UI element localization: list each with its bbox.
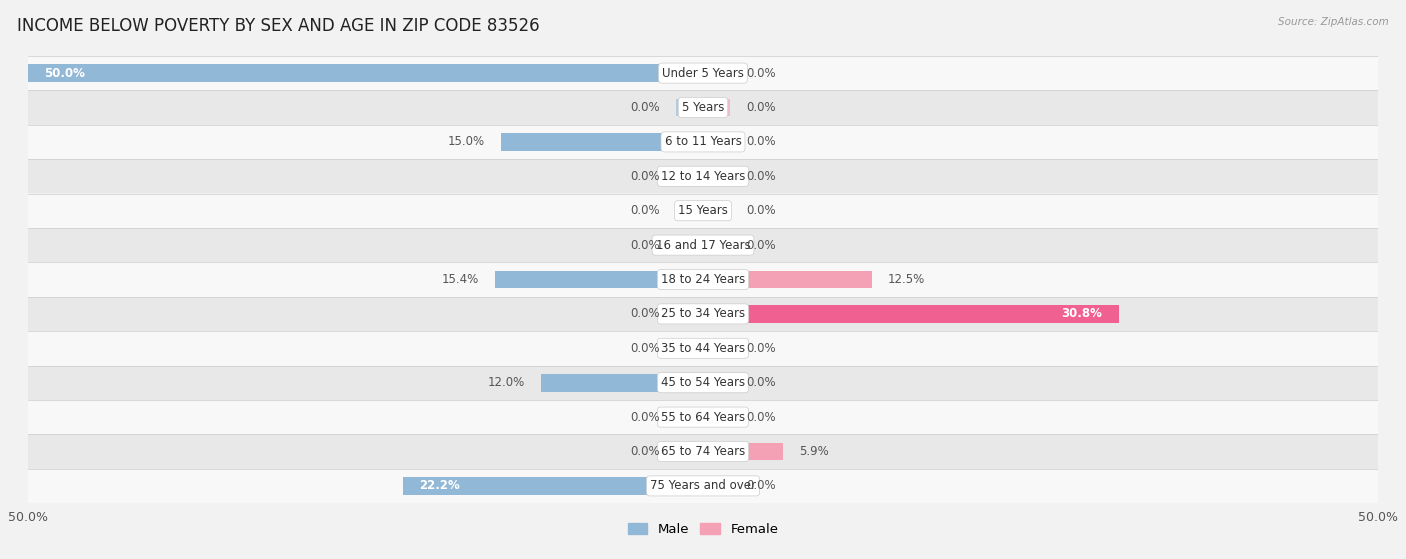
Bar xyxy=(676,98,703,116)
Text: 0.0%: 0.0% xyxy=(747,204,776,217)
Bar xyxy=(703,374,730,392)
Bar xyxy=(703,443,783,461)
Text: 0.0%: 0.0% xyxy=(630,445,659,458)
Bar xyxy=(703,271,872,288)
Text: 22.2%: 22.2% xyxy=(419,480,460,492)
Text: 0.0%: 0.0% xyxy=(630,170,659,183)
Bar xyxy=(703,98,730,116)
Text: 65 to 74 Years: 65 to 74 Years xyxy=(661,445,745,458)
Text: 0.0%: 0.0% xyxy=(747,170,776,183)
Bar xyxy=(28,400,1378,434)
Bar xyxy=(703,408,730,426)
Bar xyxy=(28,125,1378,159)
Text: INCOME BELOW POVERTY BY SEX AND AGE IN ZIP CODE 83526: INCOME BELOW POVERTY BY SEX AND AGE IN Z… xyxy=(17,17,540,35)
Text: 0.0%: 0.0% xyxy=(747,480,776,492)
Text: 15.0%: 15.0% xyxy=(447,135,484,148)
Text: 12.5%: 12.5% xyxy=(889,273,925,286)
Text: 0.0%: 0.0% xyxy=(747,411,776,424)
Bar xyxy=(28,262,1378,297)
Bar xyxy=(703,305,1119,323)
Bar xyxy=(28,434,1378,468)
Text: 0.0%: 0.0% xyxy=(630,411,659,424)
Text: 0.0%: 0.0% xyxy=(630,342,659,355)
Text: 5.9%: 5.9% xyxy=(799,445,828,458)
Bar xyxy=(676,305,703,323)
Text: 15 Years: 15 Years xyxy=(678,204,728,217)
Text: 0.0%: 0.0% xyxy=(747,239,776,252)
Text: 0.0%: 0.0% xyxy=(747,342,776,355)
Text: 30.8%: 30.8% xyxy=(1062,307,1102,320)
Bar xyxy=(676,408,703,426)
Text: 55 to 64 Years: 55 to 64 Years xyxy=(661,411,745,424)
Bar xyxy=(404,477,703,495)
Bar xyxy=(703,477,730,495)
Text: 50.0%: 50.0% xyxy=(45,67,86,79)
Text: 0.0%: 0.0% xyxy=(630,307,659,320)
Text: 5 Years: 5 Years xyxy=(682,101,724,114)
Text: Source: ZipAtlas.com: Source: ZipAtlas.com xyxy=(1278,17,1389,27)
Text: 45 to 54 Years: 45 to 54 Years xyxy=(661,376,745,389)
Text: 6 to 11 Years: 6 to 11 Years xyxy=(665,135,741,148)
Bar xyxy=(28,228,1378,262)
Bar xyxy=(676,167,703,185)
Text: 18 to 24 Years: 18 to 24 Years xyxy=(661,273,745,286)
Bar xyxy=(703,202,730,220)
Legend: Male, Female: Male, Female xyxy=(623,517,783,541)
Text: 0.0%: 0.0% xyxy=(747,67,776,79)
Bar xyxy=(703,339,730,357)
Text: 12.0%: 12.0% xyxy=(488,376,524,389)
Bar xyxy=(28,159,1378,193)
Bar xyxy=(676,339,703,357)
Text: 0.0%: 0.0% xyxy=(747,376,776,389)
Text: 0.0%: 0.0% xyxy=(630,239,659,252)
Bar xyxy=(676,202,703,220)
Bar xyxy=(676,236,703,254)
Text: 35 to 44 Years: 35 to 44 Years xyxy=(661,342,745,355)
Text: 15.4%: 15.4% xyxy=(441,273,479,286)
Bar xyxy=(28,331,1378,366)
Text: 25 to 34 Years: 25 to 34 Years xyxy=(661,307,745,320)
Bar xyxy=(541,374,703,392)
Text: 0.0%: 0.0% xyxy=(630,101,659,114)
Bar xyxy=(501,133,703,151)
Bar xyxy=(28,366,1378,400)
Bar xyxy=(676,443,703,461)
Bar xyxy=(703,133,730,151)
Text: 12 to 14 Years: 12 to 14 Years xyxy=(661,170,745,183)
Bar xyxy=(28,468,1378,503)
Bar xyxy=(28,56,1378,91)
Bar xyxy=(703,167,730,185)
Text: 0.0%: 0.0% xyxy=(747,101,776,114)
Text: 16 and 17 Years: 16 and 17 Years xyxy=(655,239,751,252)
Bar xyxy=(28,64,703,82)
Bar xyxy=(28,193,1378,228)
Bar xyxy=(28,91,1378,125)
Bar xyxy=(703,236,730,254)
Bar xyxy=(703,64,730,82)
Bar xyxy=(28,297,1378,331)
Text: Under 5 Years: Under 5 Years xyxy=(662,67,744,79)
Bar xyxy=(495,271,703,288)
Text: 0.0%: 0.0% xyxy=(747,135,776,148)
Text: 75 Years and over: 75 Years and over xyxy=(650,480,756,492)
Text: 0.0%: 0.0% xyxy=(630,204,659,217)
